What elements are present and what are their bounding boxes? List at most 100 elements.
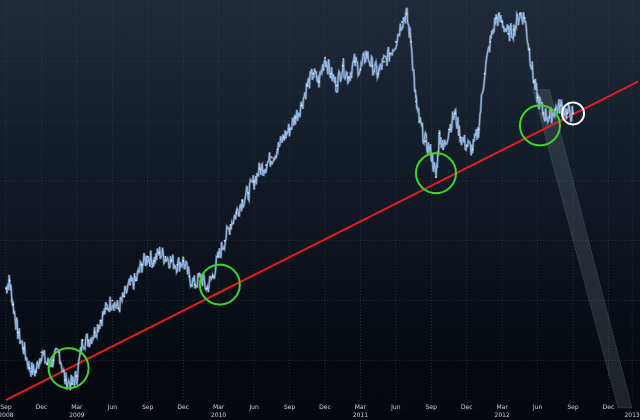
price-point [164, 255, 167, 258]
price-point [371, 64, 374, 67]
price-point [8, 279, 11, 282]
price-point [318, 80, 320, 83]
price-line [5, 7, 574, 391]
price-point [528, 48, 531, 51]
price-point [359, 68, 362, 71]
price-point [554, 108, 557, 111]
x-tick-year: 2013 [624, 412, 639, 419]
trendline [5, 80, 639, 401]
x-tick-year: 2010 [211, 412, 226, 419]
price-point [438, 132, 441, 135]
price-point [394, 40, 397, 43]
price-point [123, 295, 126, 298]
price-point [489, 40, 492, 43]
price-point [410, 40, 413, 43]
trendline-layer [5, 80, 639, 401]
price-point [93, 331, 96, 334]
x-tick-label: Jun [107, 404, 118, 411]
price-point [146, 255, 149, 258]
price-point [536, 96, 539, 99]
price-point [448, 128, 450, 131]
support-touch-circle [198, 263, 241, 306]
price-point [71, 383, 74, 385]
price-point [140, 263, 143, 266]
price-point [465, 144, 468, 147]
price-point [513, 28, 515, 31]
price-point [353, 60, 356, 63]
price-series-layer [4, 7, 575, 391]
x-tick-label: Mar [213, 404, 225, 411]
price-point [235, 212, 238, 214]
price-point [442, 148, 444, 151]
price-point [176, 263, 179, 266]
price-point [259, 168, 261, 171]
price-point [105, 307, 108, 310]
support-touch-circle [414, 152, 457, 195]
price-point [518, 13, 521, 15]
x-tick-label: Sep [0, 404, 12, 411]
x-tick-label: Dec [319, 404, 331, 411]
x-tick-label: Dec [36, 404, 48, 411]
price-point [424, 140, 427, 143]
x-tick-label: Sep [567, 404, 579, 411]
x-tick-label: Dec [177, 404, 189, 411]
price-point [46, 363, 49, 366]
x-tick-label: Jun [248, 404, 259, 411]
price-point [40, 351, 43, 354]
price-point [501, 21, 504, 23]
price-point [253, 180, 255, 183]
price-point [383, 60, 385, 63]
price-point [16, 331, 19, 334]
price-point [341, 64, 344, 67]
price-point [217, 255, 220, 258]
price-point [300, 104, 303, 107]
x-tick-label: Mar [496, 404, 508, 411]
price-point [312, 72, 315, 75]
support-touch-circle [518, 104, 561, 147]
price-point [560, 104, 563, 107]
price-point [523, 17, 526, 19]
x-tick-label: Jun [532, 404, 543, 411]
price-point [335, 84, 338, 87]
price-point [52, 359, 55, 362]
price-point [34, 371, 37, 374]
price-point [22, 347, 25, 350]
price-point [495, 17, 498, 19]
price-point [194, 283, 196, 286]
price-point [135, 279, 137, 282]
x-tick-year: 2009 [69, 412, 84, 419]
x-tick-label: Dec [461, 404, 473, 411]
x-tick-label: Jun [390, 404, 401, 411]
price-point [87, 339, 90, 342]
x-tick-year: 2012 [495, 412, 510, 419]
price-point [415, 100, 417, 103]
price-point [28, 367, 31, 370]
price-point [247, 192, 250, 194]
highlight-circles [47, 101, 586, 390]
price-point [459, 136, 462, 139]
support-touch-circle [47, 347, 90, 390]
x-tick-label: Sep [142, 404, 154, 411]
price-point [264, 164, 267, 167]
price-point [241, 200, 244, 202]
price-point [5, 287, 7, 290]
price-point [542, 112, 545, 115]
price-point [99, 319, 102, 322]
price-point [377, 72, 380, 75]
price-point [117, 307, 120, 310]
x-tick-label: Mar [355, 404, 367, 411]
price-point [471, 148, 474, 151]
price-point [548, 116, 551, 119]
x-tick-label: Sep [426, 404, 438, 411]
price-point [276, 148, 279, 151]
price-point [294, 116, 297, 119]
price-point [483, 72, 486, 75]
price-point [170, 259, 173, 262]
x-tick-label: Mar [71, 404, 83, 411]
price-point [435, 176, 437, 179]
price-point [405, 13, 408, 15]
price-point [329, 72, 332, 75]
price-point [566, 112, 569, 115]
